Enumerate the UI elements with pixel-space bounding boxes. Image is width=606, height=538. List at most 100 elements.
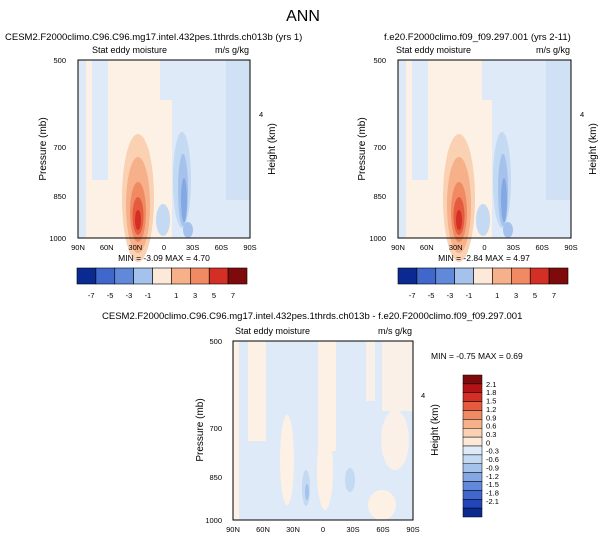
panel-1-x-tick-30n: 30N	[128, 243, 142, 252]
colorbar-swatch	[462, 383, 483, 393]
panel-2-right-label: m/s g/kg	[536, 45, 570, 55]
panel-2-height-label: Height (km)	[588, 123, 599, 175]
panel-2-height-tick-4: 4	[580, 110, 584, 119]
colorbar-swatch	[416, 267, 437, 285]
panel-2-plot	[397, 59, 572, 262]
colorbar-swatch	[76, 267, 97, 285]
colorbar-swatch	[95, 267, 116, 285]
panel-2-colorbar-label: -3	[447, 291, 454, 300]
panel-3-right-label: m/s g/kg	[378, 326, 412, 336]
panel-2-y-tick-500: 500	[373, 56, 386, 65]
panel-2-y-tick-1000: 1000	[369, 234, 386, 243]
panel-1-right-label: m/s g/kg	[215, 45, 249, 55]
panel-3-y-tick-700: 700	[209, 424, 222, 433]
colorbar-swatch	[492, 267, 512, 285]
panel-3-colorbar-label: -1.8	[486, 489, 499, 498]
panel-1-colorbar-label: 5	[212, 291, 216, 300]
colorbar-swatch	[152, 267, 172, 285]
panel-1-colorbar-label: -5	[107, 291, 114, 300]
panel-3-title: CESM2.F2000climo.C96.C96.mg17.intel.432p…	[102, 311, 522, 322]
colorbar-swatch	[462, 472, 483, 482]
panel-3-plot	[232, 340, 414, 521]
panel-2-x-tick-0: 0	[482, 243, 486, 252]
colorbar-swatch	[462, 499, 483, 509]
figure-title: ANN	[286, 8, 320, 25]
colorbar-swatch	[171, 267, 191, 285]
panel-1-colorbar-label: -7	[88, 291, 95, 300]
panel-3-x-tick-30n: 30N	[286, 525, 300, 534]
colorbar-swatch	[462, 507, 483, 518]
panel-3-colorbar-label: 2.1	[486, 380, 496, 389]
colorbar-swatch	[511, 267, 531, 285]
panel-2-colorbar-label: 3	[514, 291, 518, 300]
panel-1-x-tick-30s: 30S	[186, 243, 199, 252]
panel-2-y-tick-850: 850	[373, 192, 386, 201]
panel-2-colorbar-label: 7	[552, 291, 556, 300]
panel-3-y-axis-label: Pressure (mb)	[195, 398, 206, 461]
colorbar-swatch	[529, 267, 550, 285]
colorbar-swatch	[473, 267, 493, 285]
colorbar-swatch	[462, 463, 483, 473]
panel-3-colorbar-label: -0.9	[486, 463, 499, 472]
panel-3-colorbar-label: -0.3	[486, 447, 499, 456]
panel-3-colorbar-label: 0.6	[486, 422, 496, 431]
panel-2: f.e20.F2000climo.f09_f09.297.001 (yrs 2-…	[357, 32, 599, 300]
colorbar-swatch	[462, 401, 483, 411]
panel-1-x-tick-90n: 90N	[71, 243, 85, 252]
panel-1-x-tick-60s: 60S	[215, 243, 228, 252]
panel-2-x-tick-60s: 60S	[536, 243, 549, 252]
panel-2-x-tick-60n: 60N	[420, 243, 434, 252]
panel-2-y-tick-700: 700	[373, 143, 386, 152]
colorbar-swatch	[190, 267, 210, 285]
panel-2-colorbar-label: -7	[409, 291, 416, 300]
panel-1-x-tick-60n: 60N	[100, 243, 114, 252]
panel-3-colorbar-label: 0.9	[486, 413, 496, 422]
panel-3-colorbar-label: 1.8	[486, 388, 496, 397]
panel-2-title: f.e20.F2000climo.f09_f09.297.001 (yrs 2-…	[384, 32, 571, 43]
panel-3-x-tick-0: 0	[321, 525, 325, 534]
colorbar-swatch	[133, 267, 153, 285]
colorbar-swatch	[462, 392, 483, 402]
panel-3-colorbar-label: 0	[486, 438, 490, 447]
panel-2-colorbar-label: -1	[466, 291, 473, 300]
panel-3-colorbar-label: -1.5	[486, 480, 499, 489]
colorbar-swatch	[114, 267, 134, 285]
panel-1-x-tick-0: 0	[162, 243, 166, 252]
colorbar-swatch	[462, 445, 483, 456]
colorbar-swatch	[462, 490, 483, 500]
panel-1-colorbar-label: 7	[231, 291, 235, 300]
panel-3-stats: MIN = -0.75 MAX = 0.69	[431, 351, 523, 361]
panel-1-y-tick-850: 850	[53, 192, 66, 201]
panel-3-height-tick-4: 4	[421, 391, 425, 400]
panel-3-x-tick-90s: 90S	[406, 525, 419, 534]
panel-3-colorbar-label: 1.2	[486, 405, 496, 414]
panel-3-colorbar-label: 0.3	[486, 430, 496, 439]
colorbar-swatch	[208, 267, 229, 285]
panel-2-colorbar-label: 5	[533, 291, 537, 300]
panel-3-x-tick-60n: 60N	[256, 525, 270, 534]
colorbar-swatch	[454, 267, 474, 285]
panel-2-x-tick-90s: 90S	[564, 243, 577, 252]
panel-3-x-tick-60s: 60S	[376, 525, 389, 534]
panel-1-colorbar	[76, 267, 248, 285]
panel-1-y-tick-500: 500	[53, 56, 66, 65]
panel-3-colorbar-label: -1.2	[486, 472, 499, 481]
panel-2-left-label: Stat eddy moisture	[396, 45, 471, 55]
colorbar-swatch	[227, 267, 248, 285]
panel-1-x-tick-90s: 90S	[243, 243, 256, 252]
panel-1-left-label: Stat eddy moisture	[92, 45, 167, 55]
panel-3-colorbar-label: -0.6	[486, 455, 499, 464]
panel-3-colorbar	[462, 374, 483, 518]
panel-1-y-tick-1000: 1000	[49, 234, 66, 243]
panel-1-colorbar-label: 3	[193, 291, 197, 300]
panel-3-y-tick-500: 500	[209, 337, 222, 346]
colorbar-swatch	[462, 436, 483, 447]
panel-3-x-tick-90n: 90N	[226, 525, 240, 534]
panel-1-height-tick-4: 4	[259, 110, 263, 119]
colorbar-swatch	[462, 374, 483, 385]
panel-3-x-tick-30s: 30S	[346, 525, 359, 534]
panel-3-colorbar-label: -2.1	[486, 497, 499, 506]
panel-1-stats: MIN = -3.09 MAX = 4.70	[118, 253, 210, 263]
panel-1-plot	[77, 59, 251, 262]
